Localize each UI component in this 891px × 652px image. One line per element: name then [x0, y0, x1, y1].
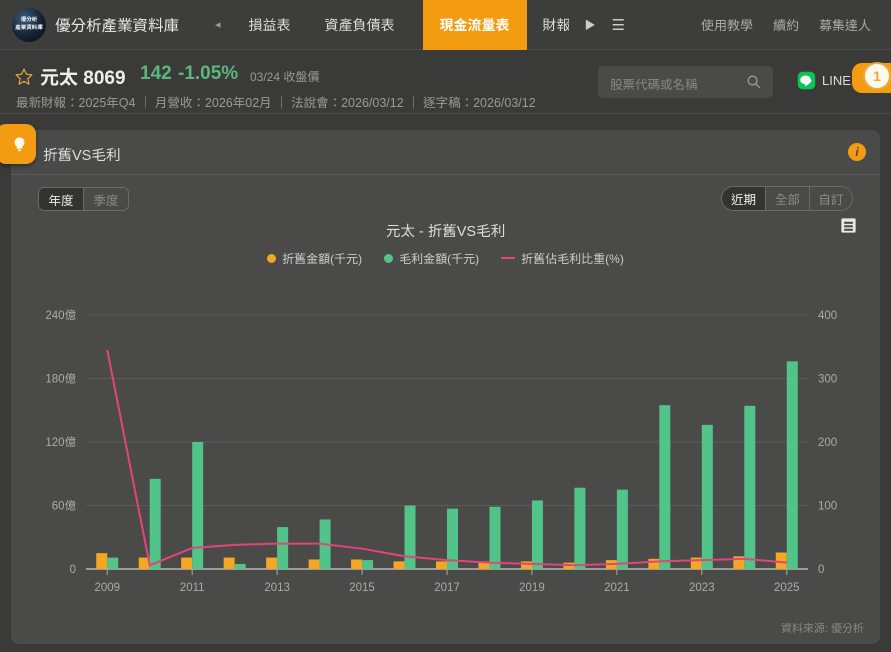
svg-text:200: 200: [818, 437, 837, 449]
svg-text:2009: 2009: [94, 582, 120, 594]
svg-text:400: 400: [818, 310, 837, 322]
svg-text:100: 100: [818, 501, 837, 513]
svg-text:2013: 2013: [264, 582, 290, 594]
svg-text:240億: 240億: [45, 309, 76, 322]
svg-text:2025: 2025: [774, 582, 800, 594]
svg-text:2019: 2019: [519, 582, 545, 594]
svg-text:60億: 60億: [52, 500, 77, 513]
svg-text:0: 0: [818, 564, 824, 576]
svg-text:120億: 120億: [45, 436, 76, 449]
svg-text:2011: 2011: [180, 582, 205, 594]
svg-text:0: 0: [70, 564, 76, 576]
svg-text:2023: 2023: [689, 582, 715, 594]
svg-text:2021: 2021: [604, 582, 630, 594]
svg-text:2017: 2017: [434, 582, 460, 594]
svg-text:180億: 180億: [45, 373, 76, 386]
svg-text:300: 300: [818, 374, 837, 386]
svg-text:2015: 2015: [349, 582, 375, 594]
